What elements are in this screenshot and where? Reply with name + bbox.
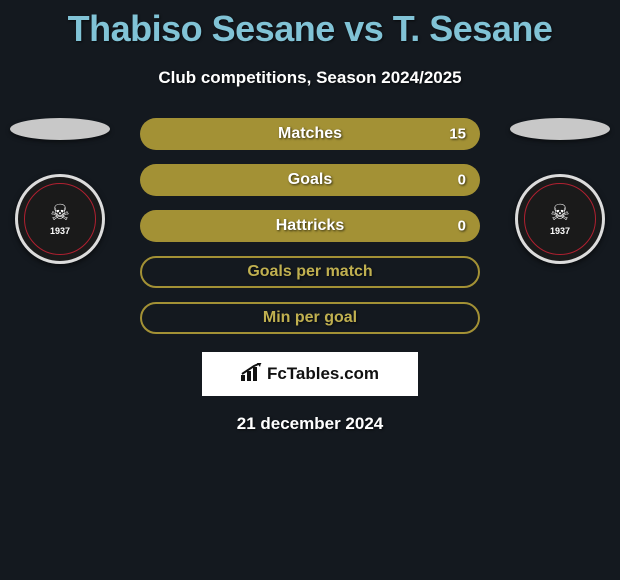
- skull-icon: ☠: [550, 202, 570, 224]
- stat-bar-value-right: 0: [458, 172, 466, 189]
- club-year-right: 1937: [550, 226, 570, 236]
- stat-bar-label: Hattricks: [276, 217, 344, 235]
- stat-bar-label: Goals: [288, 171, 332, 189]
- stat-bars: Matches 15 Goals 0 Hattricks 0 Goals per match…: [140, 118, 480, 334]
- player-right-column: ☠ 1937: [500, 118, 620, 264]
- page-subtitle: Club competitions, Season 2024/2025: [0, 68, 620, 88]
- content-area: ☠ 1937 ☠ 1937 Matches15Goals0Hattricks0G…: [0, 118, 620, 334]
- skull-icon: ☠: [50, 202, 70, 224]
- stat-bar: Goals 0: [140, 164, 480, 196]
- brand-box: FcTables.com: [202, 352, 418, 396]
- stat-bar-value-right: 15: [449, 126, 466, 143]
- comparison-card: Thabiso Sesane vs T. Sesane Club competi…: [0, 0, 620, 434]
- stat-bar-label: Min per goal: [263, 309, 357, 327]
- stat-bar: Matches 15: [140, 118, 480, 150]
- avatar-placeholder-left: [10, 118, 110, 140]
- stat-bar-value-right: 0: [458, 218, 466, 235]
- club-badge-right: ☠ 1937: [515, 174, 605, 264]
- stat-bar: Goals per match: [140, 256, 480, 288]
- chart-icon: [241, 363, 263, 386]
- avatar-placeholder-right: [510, 118, 610, 140]
- stat-bar: Hattricks 0: [140, 210, 480, 242]
- page-title: Thabiso Sesane vs T. Sesane: [0, 0, 620, 50]
- stat-bar: Min per goal: [140, 302, 480, 334]
- club-year-left: 1937: [50, 226, 70, 236]
- stat-bar-label: Matches: [278, 125, 342, 143]
- brand-text: FcTables.com: [267, 364, 379, 384]
- footer-date: 21 december 2024: [0, 414, 620, 434]
- player-left-column: ☠ 1937: [0, 118, 120, 264]
- stat-bar-label: Goals per match: [247, 263, 372, 281]
- club-badge-left: ☠ 1937: [15, 174, 105, 264]
